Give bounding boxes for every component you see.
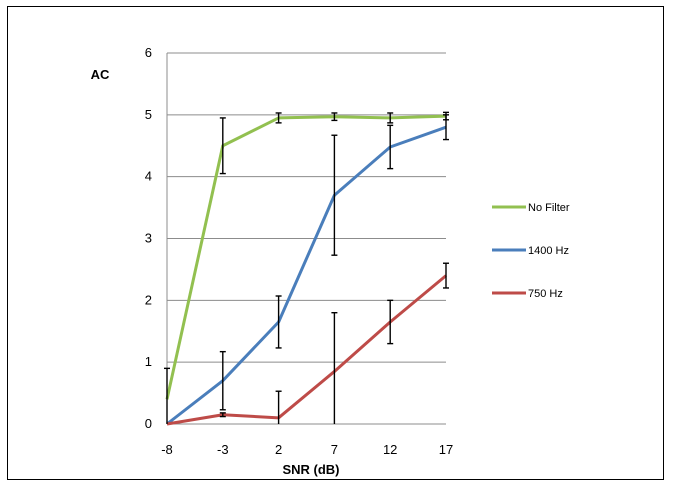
- legend-label: No Filter: [528, 202, 570, 214]
- y-tick-label: 5: [145, 107, 152, 122]
- y-tick-label: 4: [145, 169, 152, 184]
- legend-item: 1400 Hz: [492, 245, 569, 257]
- x-tick-label: 7: [331, 442, 338, 457]
- series-line-1: [167, 127, 446, 424]
- y-axis-title: AC: [91, 67, 110, 82]
- y-tick-label: 3: [145, 231, 152, 246]
- x-tick-label: -3: [217, 442, 229, 457]
- y-tick-label: 0: [145, 416, 152, 431]
- x-tick-label: 12: [383, 442, 397, 457]
- series-lines: [167, 116, 446, 424]
- x-tick-labels: -8 -3 2 7 12 17: [161, 442, 453, 457]
- y-tick-label: 2: [145, 292, 152, 307]
- y-tick-labels: 0 1 2 3 4 5 6: [145, 45, 152, 431]
- y-tick-label: 1: [145, 354, 152, 369]
- x-axis-title: SNR (dB): [282, 462, 339, 477]
- error-bar: [276, 296, 282, 348]
- x-tick-label: 2: [275, 442, 282, 457]
- x-tick-label: 17: [439, 442, 453, 457]
- legend: No Filter 1400 Hz 750 Hz: [492, 202, 570, 300]
- series-line-2: [167, 276, 446, 424]
- legend-item: 750 Hz: [492, 288, 563, 300]
- error-bars: [164, 112, 449, 424]
- x-tick-label: -8: [161, 442, 173, 457]
- legend-label: 750 Hz: [528, 288, 563, 300]
- y-tick-label: 6: [145, 45, 152, 60]
- legend-item: No Filter: [492, 202, 570, 214]
- legend-label: 1400 Hz: [528, 245, 569, 257]
